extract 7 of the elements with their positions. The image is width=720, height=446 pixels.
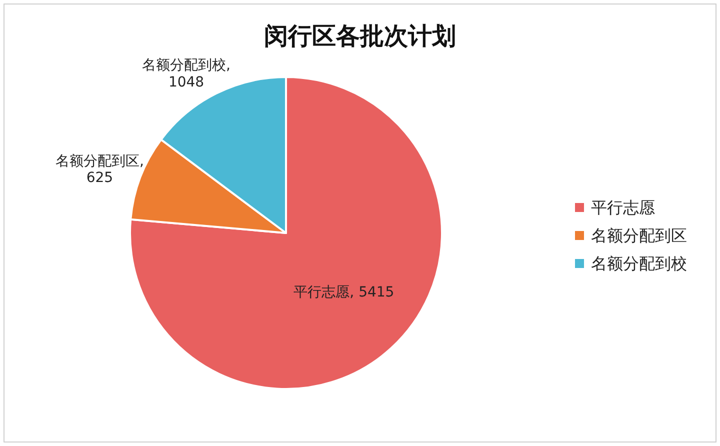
legend-label: 平行志愿: [591, 198, 655, 217]
chart-title: 闵行区各批次计划: [264, 22, 456, 50]
legend-label: 名额分配到校: [591, 254, 687, 273]
data-label: 名额分配到区, 625: [55, 153, 144, 186]
data-label: 名额分配到校, 1048: [142, 58, 230, 90]
data-label: 平行志愿, 5415: [294, 284, 394, 300]
legend-label: 名额分配到区: [591, 226, 687, 245]
